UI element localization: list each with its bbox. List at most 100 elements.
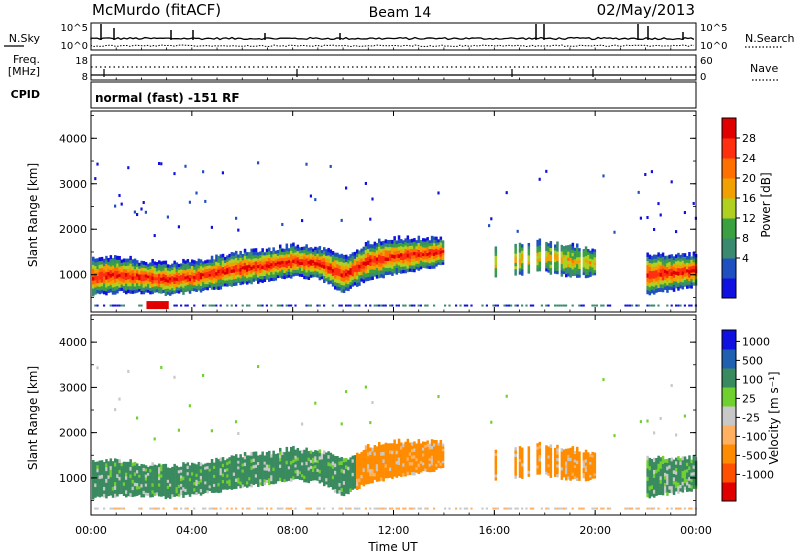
- power-cell: [186, 275, 190, 279]
- power-cell: [545, 247, 548, 251]
- velocity-cell: [415, 466, 418, 470]
- velocity-cell: [382, 455, 385, 460]
- power-cell: [287, 248, 291, 252]
- velocity-cell: [655, 461, 658, 466]
- velocity-cell: [116, 470, 119, 475]
- power-cell: [250, 262, 253, 267]
- power-clutter: [364, 304, 367, 307]
- power-cell: [648, 258, 652, 263]
- power-cell: [230, 279, 234, 284]
- velocity-cell: [248, 458, 251, 462]
- power-cell: [364, 249, 368, 255]
- power-cell: [389, 257, 392, 261]
- power-cell: [408, 245, 412, 250]
- velocity-cell: [683, 466, 687, 471]
- velocity-cell: [683, 463, 687, 467]
- velocity-cell: [254, 467, 258, 472]
- power-cell: [175, 262, 179, 266]
- velocity-cell: [514, 450, 517, 454]
- velocity-cell: [301, 456, 304, 460]
- power-cell: [384, 239, 388, 244]
- velocity-cell: [193, 469, 196, 473]
- power-cell: [177, 278, 181, 282]
- power-cell: [681, 253, 685, 258]
- velocity-cell: [263, 458, 267, 462]
- power-cell: [252, 274, 256, 279]
- velocity-cell: [437, 455, 440, 459]
- velocity-cell: [228, 482, 231, 486]
- velocity-cell: [576, 477, 579, 482]
- power-cell: [265, 267, 269, 271]
- velocity-cell: [217, 465, 220, 470]
- power-cell: [301, 264, 304, 269]
- velocity-cell: [138, 485, 141, 490]
- velocity-clutter: [103, 507, 106, 510]
- power-clutter: [257, 304, 260, 307]
- power-cell: [404, 241, 407, 246]
- velocity-cell: [428, 457, 432, 461]
- power-cell: [199, 288, 203, 293]
- velocity-cell: [331, 468, 335, 473]
- power-cell: [378, 254, 381, 259]
- power-cell: [228, 269, 231, 274]
- velocity-cell: [122, 485, 126, 490]
- velocity-cell: [94, 483, 97, 488]
- velocity-cell: [316, 477, 319, 481]
- power-cell: [155, 271, 159, 275]
- velocity-cell: [287, 466, 291, 470]
- power-cell: [549, 247, 553, 252]
- velocity-cell: [122, 492, 126, 497]
- velocity-cell: [215, 475, 218, 479]
- power-cell: [281, 254, 284, 258]
- velocity-cell: [521, 450, 524, 455]
- power-cell: [133, 279, 137, 284]
- power-cell: [430, 248, 434, 253]
- power-clutter: [595, 304, 598, 307]
- velocity-cell: [268, 461, 271, 465]
- velocity-cell: [226, 470, 229, 475]
- velocity-cell: [279, 477, 282, 482]
- power-cell: [395, 254, 399, 258]
- velocity-cell: [188, 490, 192, 494]
- power-cell: [413, 238, 416, 242]
- velocity-cell: [411, 458, 414, 463]
- power-cell: [584, 255, 588, 260]
- power-cell: [298, 258, 302, 263]
- velocity-cell: [186, 475, 190, 479]
- velocity-cell: [323, 457, 326, 462]
- power-clutter: [204, 304, 207, 307]
- power-cell: [235, 257, 238, 262]
- velocity-cell: [204, 472, 207, 476]
- velocity-cell: [415, 449, 418, 453]
- velocity-cell: [296, 454, 300, 458]
- power-cell: [94, 290, 97, 295]
- power-cell: [338, 272, 341, 277]
- power-cell: [395, 250, 399, 255]
- velocity-cell: [428, 446, 432, 450]
- power-cell: [226, 270, 229, 275]
- velocity-cell: [664, 462, 667, 467]
- power-clutter: [547, 304, 550, 307]
- velocity-cell: [186, 462, 190, 466]
- velocity-cell: [307, 476, 311, 480]
- power-cell: [268, 261, 271, 265]
- power-cell: [239, 254, 242, 258]
- velocity-cell: [131, 476, 135, 480]
- power-cell: [312, 271, 315, 275]
- velocity-cell: [569, 454, 572, 458]
- velocity-cell: [675, 467, 678, 472]
- power-cell: [294, 269, 297, 273]
- velocity-cell: [316, 462, 319, 466]
- velocity-cell: [349, 481, 352, 486]
- power-cell: [435, 251, 438, 255]
- power-cell: [314, 261, 317, 266]
- velocity-cell: [195, 464, 198, 468]
- velocity-cell: [681, 460, 685, 464]
- power-cell: [521, 272, 524, 276]
- velocity-cell: [153, 467, 157, 472]
- power-cell: [494, 255, 498, 260]
- velocity-cell: [283, 467, 286, 471]
- velocity-cell: [118, 487, 121, 491]
- velocity-cell: [521, 459, 524, 464]
- power-cell: [281, 272, 284, 276]
